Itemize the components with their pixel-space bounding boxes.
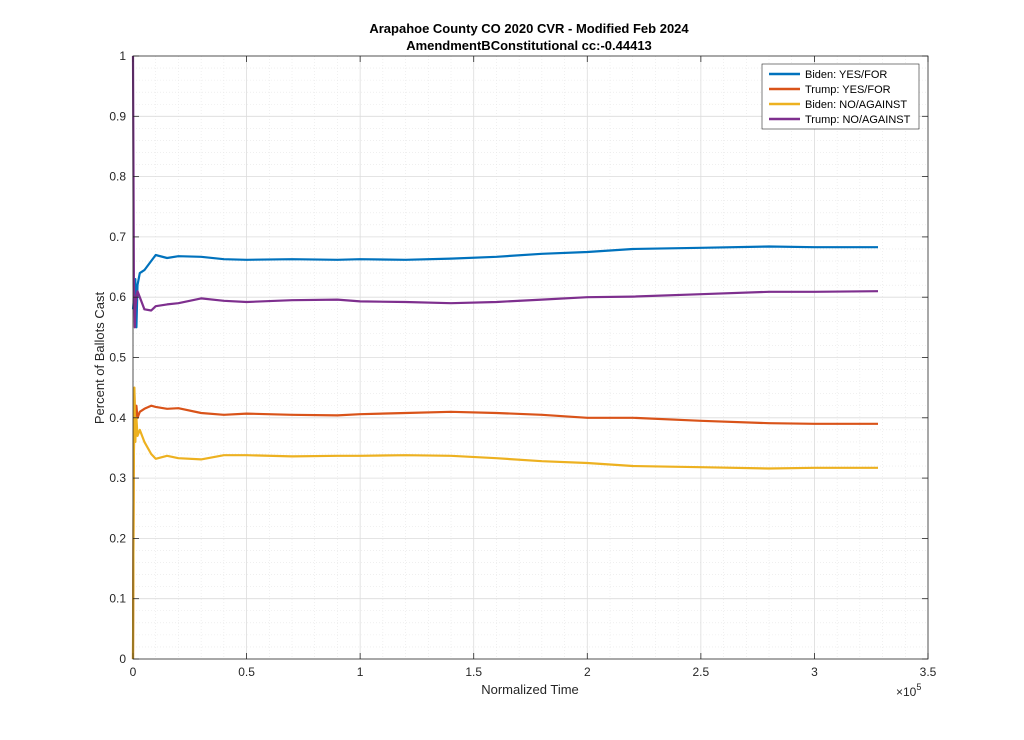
y-axis-label: Percent of Ballots Cast xyxy=(92,292,107,425)
x-tick-label: 2.5 xyxy=(693,665,710,679)
y-tick-labels: 0 0.1 0.2 0.3 0.4 0.5 0.6 0.7 0.8 0.9 1 xyxy=(109,49,126,666)
y-tick-label: 0.2 xyxy=(109,531,126,545)
major-gridlines xyxy=(133,56,928,659)
x-exponent-power: 5 xyxy=(916,682,921,692)
y-tick-label: 0.3 xyxy=(109,471,126,485)
x-exponent-base: ×10 xyxy=(896,685,917,699)
x-tick-labels: 0 0.5 1 1.5 2 2.5 3 3.5 xyxy=(130,665,937,679)
legend-label: Trump: YES/FOR xyxy=(805,84,891,96)
y-tick-label: 0.7 xyxy=(109,230,126,244)
minor-gridlines xyxy=(133,56,928,659)
series-line-4 xyxy=(131,55,879,329)
x-axis-label: Normalized Time xyxy=(481,682,579,697)
y-tick-label: 0 xyxy=(119,652,126,666)
y-tick-label: 0.6 xyxy=(109,290,126,304)
x-exponent-label: ×105 xyxy=(896,682,921,699)
series-lines xyxy=(131,55,879,660)
legend-label: Trump: NO/AGAINST xyxy=(805,114,911,126)
chart-subtitle: AmendmentBConstitutional cc:-0.44413 xyxy=(406,38,652,53)
x-tick-label: 0.5 xyxy=(238,665,255,679)
legend: Biden: YES/FOR Trump: YES/FOR Biden: NO/AG… xyxy=(761,63,920,130)
y-tick-label: 0.8 xyxy=(109,170,126,184)
series-line-2 xyxy=(131,392,878,660)
series-line-3 xyxy=(131,386,878,660)
y-tick-label: 0.4 xyxy=(109,411,126,425)
y-tick-label: 0.1 xyxy=(109,592,126,606)
x-tick-label: 1 xyxy=(357,665,364,679)
x-tick-label: 2 xyxy=(584,665,591,679)
series-line-1 xyxy=(131,245,878,329)
x-tick-label: 0 xyxy=(130,665,137,679)
legend-label: Biden: NO/AGAINST xyxy=(805,99,907,111)
x-tick-label: 1.5 xyxy=(465,665,482,679)
y-tick-label: 1 xyxy=(119,49,126,63)
legend-label: Biden: YES/FOR xyxy=(805,69,887,81)
x-tick-label: 3.5 xyxy=(920,665,937,679)
x-tick-label: 3 xyxy=(811,665,818,679)
tick-marks xyxy=(132,55,929,660)
y-tick-label: 0.9 xyxy=(109,109,126,123)
chart-title: Arapahoe County CO 2020 CVR - Modified F… xyxy=(369,21,689,36)
y-tick-label: 0.5 xyxy=(109,351,126,365)
